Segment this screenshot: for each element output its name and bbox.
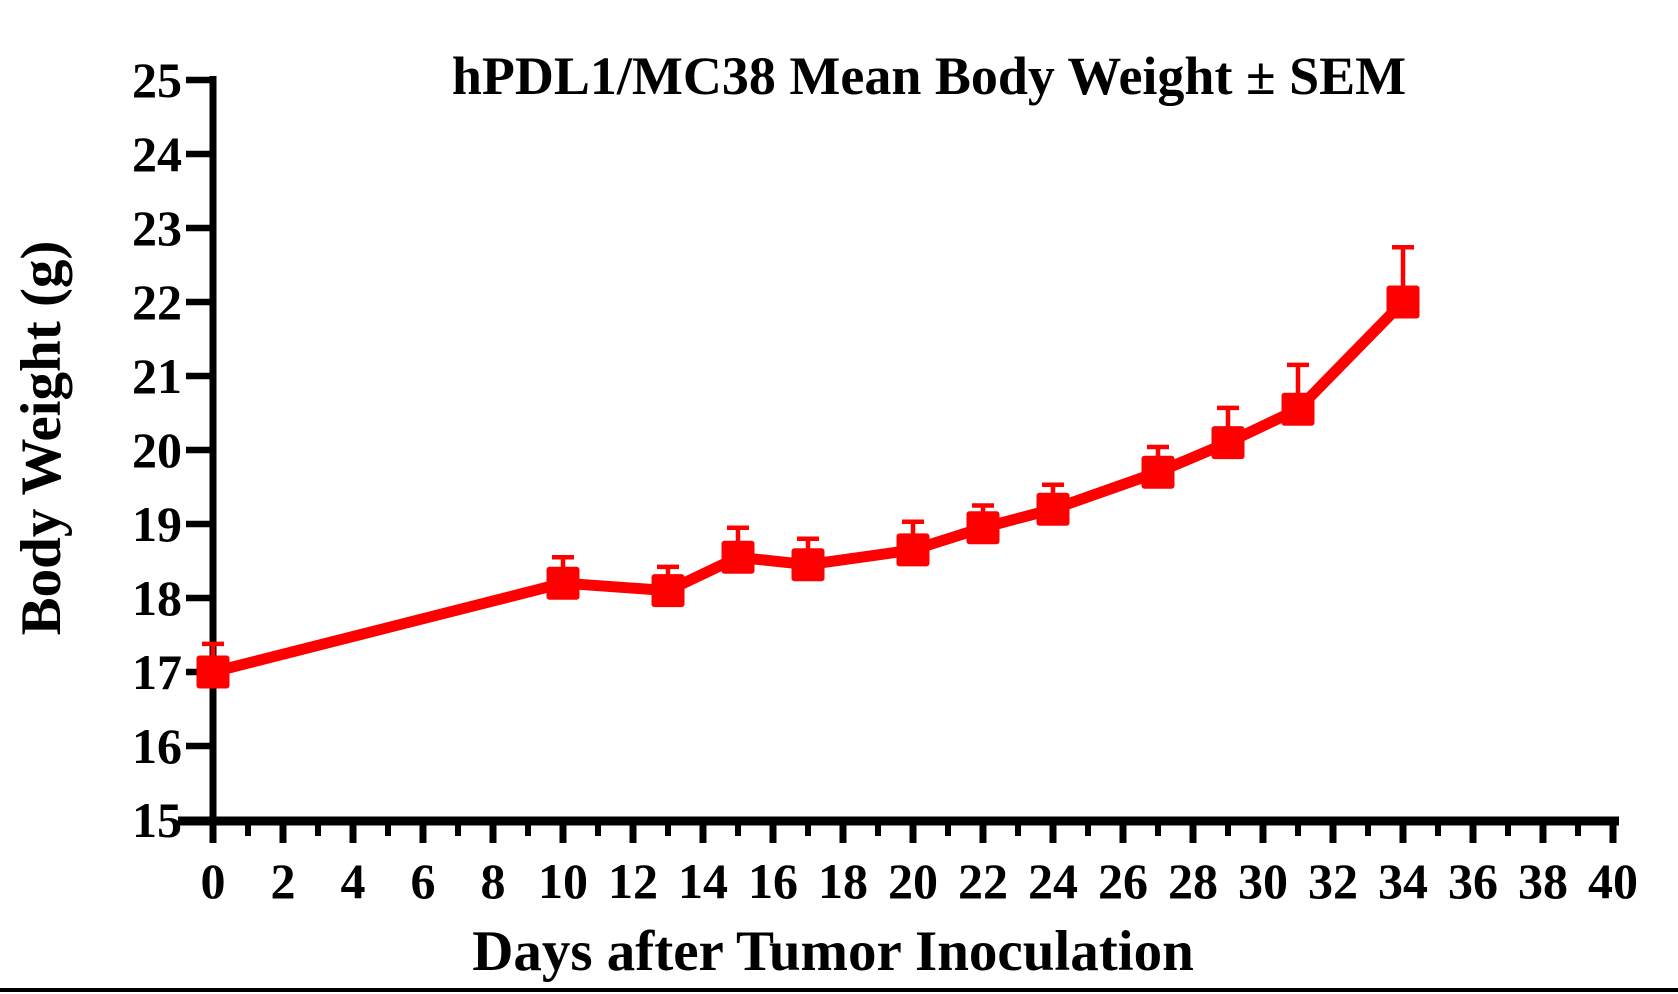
x-tick-label: 32 [1308,853,1358,909]
axes-group [178,76,1619,826]
bottom-rule [0,988,1678,992]
x-tick-label: 12 [608,853,658,909]
y-tick-label: 25 [132,52,182,108]
x-tick-label: 14 [678,853,728,909]
x-tick-label: 40 [1588,853,1638,909]
data-point-marker [791,548,825,582]
series-group [196,244,1420,689]
data-point-marker [1386,285,1420,319]
y-tick-label: 18 [132,570,182,626]
x-axis-label: Days after Tumor Inoculation [472,920,1194,983]
x-tick-label: 6 [411,853,436,909]
y-axis-label: Body Weight (g) [10,241,73,636]
x-tick-label: 4 [341,853,366,909]
ticks-group [186,76,1617,843]
data-point-marker [1036,492,1070,526]
x-tick-label: 34 [1378,853,1428,909]
data-point-marker [1141,455,1175,489]
x-tick-label: 28 [1168,853,1218,909]
y-tick-label: 21 [132,348,182,404]
x-tick-label: 30 [1238,853,1288,909]
x-tick-label: 10 [538,853,588,909]
x-tick-label: 18 [818,853,868,909]
x-tick-label: 8 [481,853,506,909]
y-tick-label: 17 [132,644,182,700]
data-point-marker [196,655,230,689]
y-tick-label: 22 [132,274,182,330]
x-tick-label: 0 [201,853,226,909]
y-tick-label: 24 [132,126,182,182]
x-tick-label: 36 [1448,853,1498,909]
data-point-marker [721,540,755,574]
x-tick-label: 16 [748,853,798,909]
y-tick-label: 15 [132,792,182,848]
x-tick-label: 38 [1518,853,1568,909]
data-point-marker [546,566,580,600]
data-point-marker [896,533,930,567]
data-point-marker [651,574,685,608]
x-tick-label: 2 [271,853,296,909]
x-tick-label: 22 [958,853,1008,909]
chart-title: hPDL1/MC38 Mean Body Weight ± SEM [452,46,1406,106]
x-tick-label: 26 [1098,853,1148,909]
data-point-marker [966,511,1000,545]
data-point-marker [1211,426,1245,460]
y-tick-label: 20 [132,422,182,478]
y-tick-label: 16 [132,718,182,774]
data-point-marker [1281,392,1315,426]
y-tick-label: 19 [132,496,182,552]
x-tick-label: 20 [888,853,938,909]
y-tick-label: 23 [132,200,182,256]
x-tick-label: 24 [1028,853,1078,909]
series-line [211,298,1407,678]
